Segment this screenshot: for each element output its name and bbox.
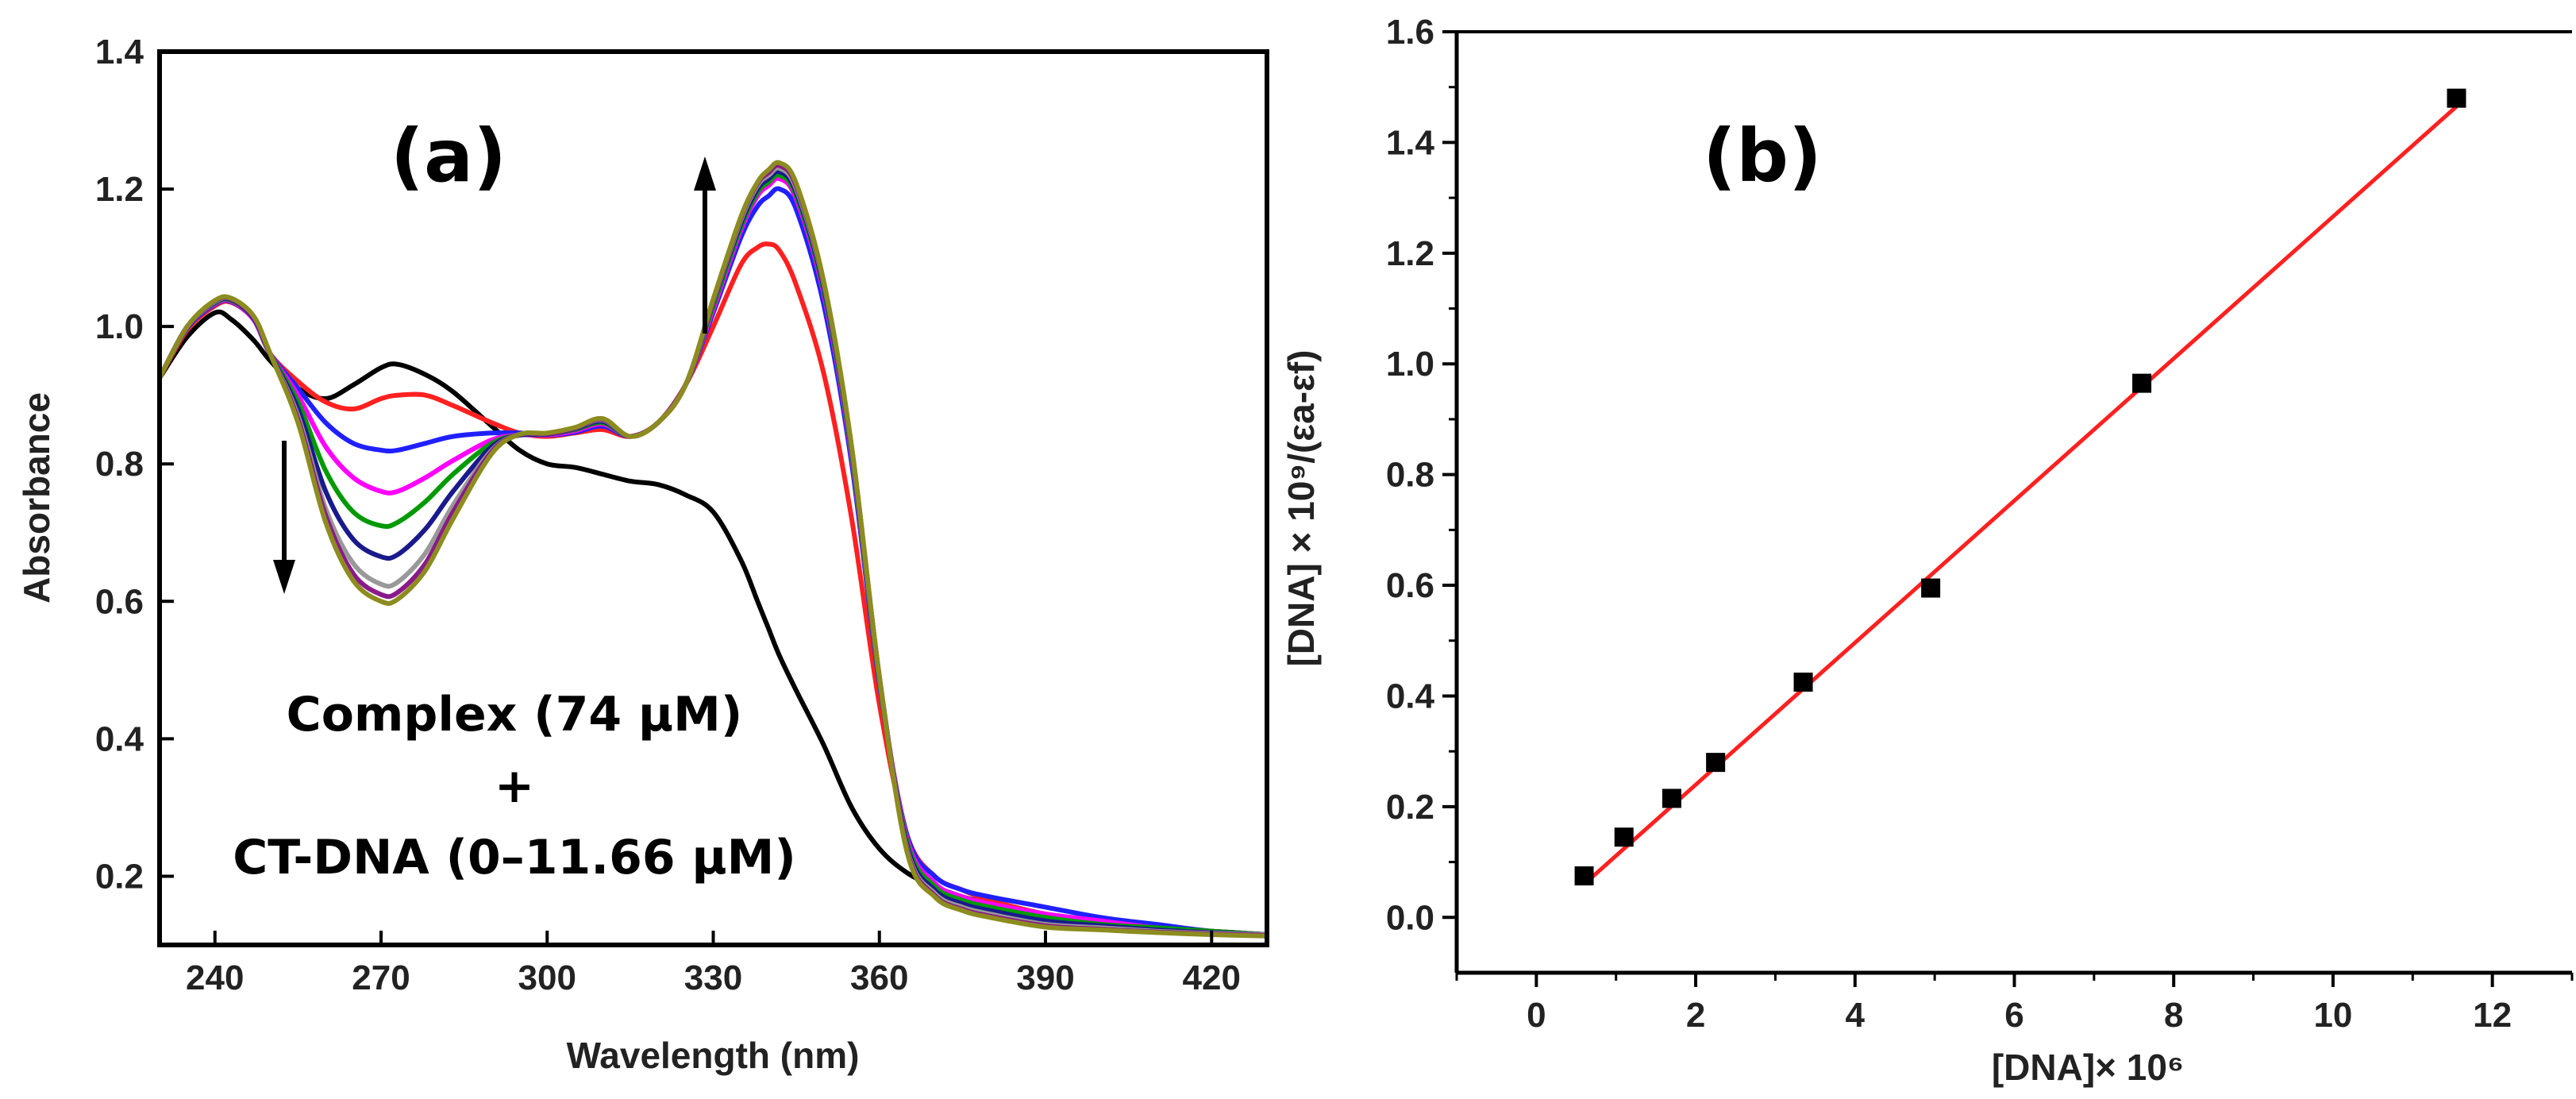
chart-b-ytick-label: 1.0 [1386,345,1434,384]
chart-a-annotation-line2: + [495,758,534,814]
chart-a-ytick-label: 1.4 [95,33,144,71]
chart-a-xtick-label: 300 [518,958,576,997]
chart-b-xtick-label: 0 [1527,996,1546,1035]
chart-a-series-4 [157,172,1268,937]
chart-a-xtick-label: 270 [352,958,410,997]
chart-a-series-8 [157,160,1268,939]
chart-b-ytick-label: 0.4 [1386,677,1435,715]
chart-a-series-5 [157,168,1268,937]
chart-a-xtick-label: 390 [1016,958,1074,997]
chart-b-point [1921,578,1941,598]
chart-b-ylabel: [DNA] × 10⁹/(εa-εf) [1280,349,1322,666]
arrow-down [273,441,295,594]
chart-b-xtick-label: 12 [2473,996,2512,1035]
chart-b: 0 2 4 6 8 10 12 0.0 0.2 0.4 0.6 0.8 1.0 1.2 1.4 1.6 [DN… [1280,13,2574,1088]
chart-b-ytick-label: 1.6 [1386,13,1434,52]
chart-b-ytick-label: 1.4 [1386,123,1435,162]
chart-b-point [2132,373,2152,393]
chart-b-point [1614,827,1634,847]
chart-a-ytick-label: 1.0 [95,307,144,346]
chart-a-xtick-label: 330 [684,958,742,997]
chart-b-xtick-label: 6 [2004,996,2023,1035]
chart-a: 240 270 300 330 360 390 420 0.2 0.4 0.6 0.8 1.0 1.2 1… [16,33,1269,1076]
chart-b-point [1574,866,1594,886]
chart-b-fit-line [1582,105,2459,886]
chart-b-ytick-label: 0.8 [1386,456,1434,495]
chart-b-xtick-label: 4 [1846,996,1866,1035]
chart-a-ytick-label: 0.4 [95,719,144,758]
chart-a-series-7 [157,163,1268,938]
chart-b-point [1793,673,1813,692]
chart-a-series-group [157,160,1268,939]
chart-a-ylabel: Absorbance [16,392,57,603]
chart-b-plot-area [1574,88,2466,886]
chart-a-ytick-label: 0.6 [95,582,144,621]
chart-b-xlabel: [DNA]× 10⁶ [1992,1047,2184,1088]
chart-b-ytick-label: 0.6 [1386,566,1434,605]
chart-a-xtick-label: 360 [850,958,908,997]
chart-b-point [1662,789,1681,808]
chart-b-xlabel-text: [DNA]× 10⁶ [1992,1047,2184,1088]
chart-a-ticks: 240 270 300 330 360 390 420 0.2 0.4 0.6 0.8 1.0 1.2 1… [95,33,1241,997]
chart-a-xtick-label: 420 [1183,958,1241,997]
chart-a-annotation-line1: Complex (74 μM) [287,687,743,742]
chart-a-ytick-label: 0.2 [95,857,144,896]
chart-b-ticks: 0 2 4 6 8 10 12 0.0 0.2 0.4 0.6 0.8 1.0 1.2 1.4 1.6 [1386,13,2574,1035]
chart-a-series-6 [157,165,1268,937]
chart-a-ytick-label: 1.2 [95,170,144,209]
chart-b-ytick-label: 0.2 [1386,788,1434,827]
chart-b-point [2447,88,2466,108]
arrow-up [694,156,716,334]
chart-a-xlabel: Wavelength (nm) [567,1035,860,1076]
chart-b-point [1706,753,1726,773]
chart-b-xtick-label: 10 [2313,996,2352,1035]
chart-a-annotation-line3: CT-DNA (0–11.66 μM) [233,830,796,885]
chart-b-xtick-label: 2 [1686,996,1705,1035]
chart-a-panel-label: (a) [391,114,506,199]
chart-b-panel-label: (b) [1703,114,1822,199]
chart-a-ytick-label: 0.8 [95,445,144,484]
chart-b-ytick-label: 0.0 [1386,898,1434,937]
chart-a-xtick-label: 240 [186,958,244,997]
chart-b-ytick-label: 1.2 [1386,234,1434,273]
chart-b-xtick-label: 8 [2164,996,2183,1035]
